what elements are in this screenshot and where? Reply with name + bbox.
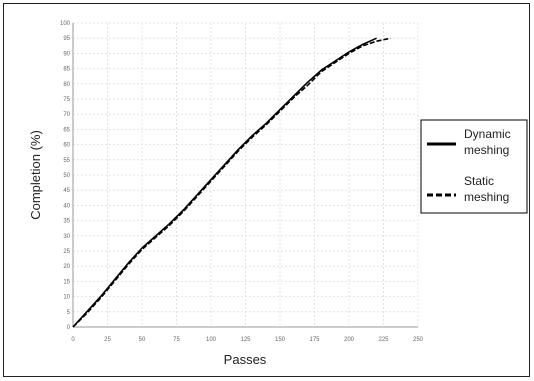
grid: [72, 22, 419, 328]
x-tick-label: 100: [206, 337, 217, 343]
y-tick-label: 90: [63, 51, 70, 57]
x-tick-label: 250: [413, 337, 424, 343]
y-tick-label: 15: [63, 279, 70, 285]
x-tick-label: 75: [173, 337, 180, 343]
y-tick-label: 85: [63, 67, 70, 73]
y-tick-label: 25: [63, 249, 70, 255]
y-tick-label: 45: [63, 188, 70, 194]
legend-label-dynamic-line2: meshing: [464, 143, 509, 157]
series-line-dynamic-meshing: [72, 37, 377, 328]
y-tick-label: 35: [63, 219, 70, 225]
legend-label-dynamic-line1: Dynamic: [464, 127, 511, 141]
x-tick-label: 225: [378, 337, 389, 343]
legend-label-static-line2: meshing: [464, 190, 509, 204]
y-tick-label: 50: [63, 173, 70, 179]
y-tick-labels: 0 5 10 15 20 25 30 35 40 45 50 55 60 65 70 75 80 85 90 95 10…: [60, 21, 71, 331]
series-line-static-meshing: [72, 37, 391, 328]
x-axis-title: Passes: [224, 352, 267, 367]
y-tick-label: 55: [63, 158, 70, 164]
x-tick-label: 175: [309, 337, 320, 343]
y-tick-label: 65: [63, 127, 70, 133]
y-tick-label: 95: [63, 36, 70, 42]
y-tick-label: 5: [67, 310, 71, 316]
legend-label-static-line1: Static: [464, 174, 494, 188]
chart-frame: 0 25 50 75 100 125 150 175 200 225 250 0 5 10 15 20 25 3…: [3, 3, 530, 377]
y-tick-label: 30: [63, 234, 70, 240]
y-tick-label: 80: [63, 82, 70, 88]
y-tick-label: 0: [67, 325, 71, 331]
x-tick-label: 125: [240, 337, 251, 343]
y-tick-label: 20: [63, 264, 70, 270]
y-axis-title: Completion (%): [28, 130, 43, 220]
y-tick-label: 40: [63, 203, 70, 209]
series-lines: [72, 37, 391, 328]
y-tick-label: 70: [63, 112, 70, 118]
x-tick-label: 0: [71, 337, 75, 343]
x-tick-label: 25: [104, 337, 111, 343]
x-tick-label: 150: [275, 337, 286, 343]
y-tick-label: 10: [63, 295, 70, 301]
y-tick-label: 100: [60, 21, 71, 27]
x-tick-label: 200: [344, 337, 355, 343]
line-chart: 0 25 50 75 100 125 150 175 200 225 250 0 5 10 15 20 25 3…: [28, 21, 528, 367]
x-tick-label: 50: [139, 337, 146, 343]
y-tick-label: 75: [63, 97, 70, 103]
legend: Dynamic meshing Static meshing: [420, 119, 528, 214]
legend-box: [420, 119, 528, 214]
axes: [72, 23, 418, 328]
y-tick-label: 60: [63, 143, 70, 149]
x-tick-labels: 0 25 50 75 100 125 150 175 200 225 250: [71, 337, 423, 343]
